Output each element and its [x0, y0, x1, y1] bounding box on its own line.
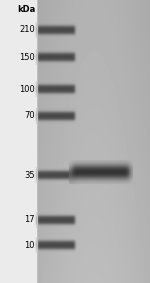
Text: 35: 35: [24, 170, 35, 179]
Text: kDa: kDa: [17, 5, 35, 14]
Text: 70: 70: [24, 112, 35, 121]
Text: 10: 10: [24, 241, 35, 250]
Text: 17: 17: [24, 215, 35, 224]
Text: 100: 100: [19, 85, 35, 93]
Text: 150: 150: [19, 53, 35, 61]
Text: 210: 210: [19, 25, 35, 35]
